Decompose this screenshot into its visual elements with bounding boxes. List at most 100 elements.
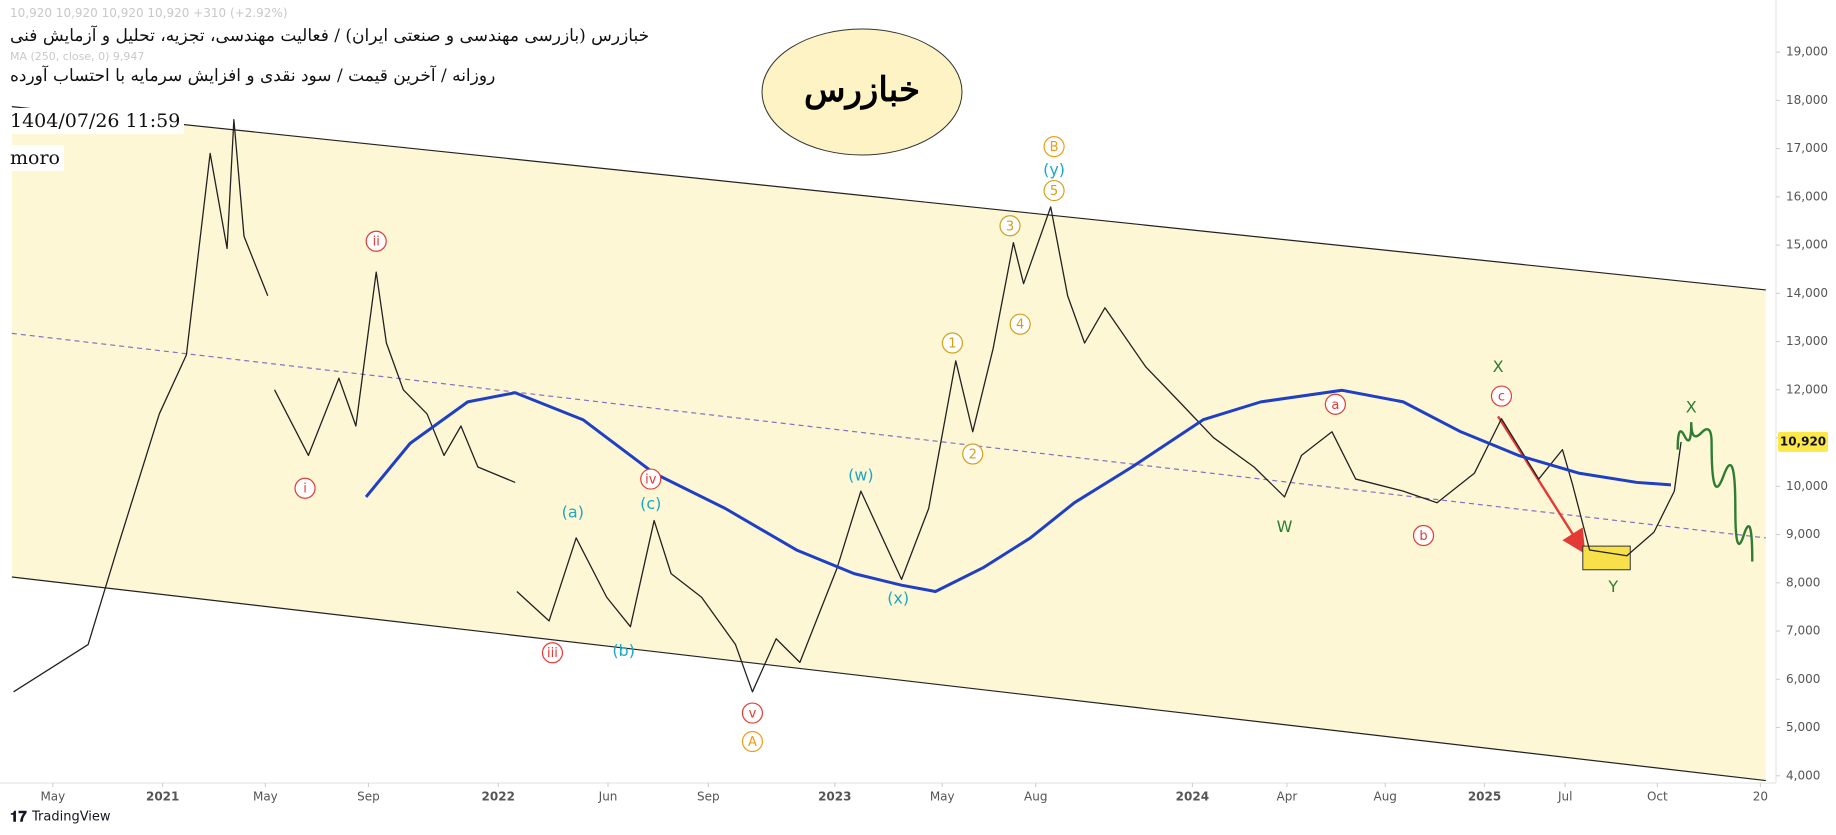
- x-tick-label: Oct: [1647, 790, 1668, 804]
- wave-label-text: (x): [887, 589, 909, 608]
- x-tick-label: May: [930, 790, 955, 804]
- trend-line: [11, 332, 1766, 539]
- forecast-curve: [1676, 422, 1754, 562]
- author: moro: [10, 145, 64, 171]
- wave-label-circle: [999, 215, 1021, 237]
- wave-label-circle: [541, 642, 564, 664]
- wave-label-circle: [1490, 385, 1513, 407]
- indicator-text: MA (250, close, 0) 9,947: [10, 50, 145, 63]
- x-tick-label: Aug: [1373, 790, 1396, 804]
- x-tick-label: 2023: [818, 790, 851, 804]
- wave-label-circle: [741, 702, 764, 724]
- y-tick-label: 10,000: [1786, 479, 1828, 493]
- x-tick-label: May: [253, 790, 278, 804]
- brand-logo: 𝟏𝟕: [10, 808, 27, 826]
- timestamp: 1404/07/26 11:59: [10, 108, 185, 134]
- wave-label: W: [1277, 517, 1293, 536]
- wave-label-circle: [294, 477, 316, 499]
- wave-label: Y: [1607, 577, 1618, 596]
- wave-label: b: [1412, 524, 1435, 547]
- wave-label-text: v: [749, 707, 757, 722]
- x-tick-label: Sep: [697, 790, 720, 804]
- wave-label-text: iv: [645, 473, 657, 488]
- ma-line: [364, 388, 1672, 593]
- wave-label-text: 3: [1006, 219, 1014, 234]
- wave-label-circle: [365, 230, 387, 252]
- wave-label-text: (a): [562, 502, 584, 521]
- last-price-label: 10,920: [1780, 434, 1826, 448]
- wave-label: X: [1686, 398, 1697, 417]
- x-tick-label: Jun: [598, 790, 618, 804]
- channel-fill: [11, 106, 1766, 781]
- wave-label: a: [1324, 393, 1346, 415]
- arrow: [1497, 415, 1586, 555]
- x-tick-label: Sep: [357, 790, 380, 804]
- wave-label-text: 1: [948, 337, 956, 352]
- wave-label-text: X: [1686, 398, 1697, 417]
- symbol-badge: [761, 28, 963, 156]
- wave-label: (a): [562, 502, 584, 521]
- trend-line: [11, 576, 1766, 782]
- wave-label-circle: [1009, 313, 1031, 335]
- wave-label: 2: [962, 443, 984, 465]
- x-tick-label: 2022: [482, 790, 515, 804]
- wave-label-text: 4: [1016, 318, 1024, 333]
- y-tick-label: 4,000: [1786, 768, 1820, 782]
- wave-label-text: 5: [1050, 184, 1058, 199]
- wave-label: (x): [887, 589, 909, 608]
- wave-label-text: ii: [373, 235, 380, 250]
- wave-label-text: W: [1277, 517, 1293, 536]
- ohlc-text: 10,920 10,920 10,920 10,920 +310 (+2.92%…: [10, 6, 288, 20]
- y-tick-label: 8,000: [1786, 575, 1820, 589]
- wave-label: v: [741, 702, 764, 724]
- wave-label-text: i: [303, 482, 307, 497]
- chart-subtitle: روزانه / آخرین قیمت / سود نقدی و افزایش …: [10, 66, 496, 86]
- wave-label-text: (y): [1043, 160, 1065, 179]
- wave-label: 1: [941, 332, 963, 354]
- y-tick-label: 13,000: [1786, 334, 1828, 348]
- wave-label-text: c: [1498, 390, 1505, 405]
- x-tick-label: Apr: [1277, 790, 1298, 804]
- wave-label-text: (w): [848, 466, 874, 485]
- wave-label-circle: [1412, 524, 1435, 547]
- price-line: [13, 118, 269, 693]
- price-line: [273, 271, 516, 484]
- highlight-box: [1582, 545, 1631, 571]
- wave-label: 3: [999, 215, 1021, 237]
- wave-label-circle: [1324, 393, 1346, 415]
- wave-label-text: B: [1050, 140, 1059, 155]
- wave-label-text: (c): [640, 494, 661, 513]
- wave-label-circle: [640, 468, 662, 490]
- wave-label-circle: [962, 443, 984, 465]
- wave-label: iv: [640, 468, 662, 490]
- y-tick-label: 19,000: [1786, 45, 1828, 59]
- wave-label: c: [1490, 385, 1513, 407]
- y-tick-label: 12,000: [1786, 382, 1828, 396]
- wave-label-circle: [1043, 179, 1065, 202]
- wave-label: 4: [1009, 313, 1031, 335]
- y-tick-label: 14,000: [1786, 286, 1828, 300]
- wave-label-text: a: [1331, 398, 1339, 413]
- last-price-box: [1778, 431, 1828, 452]
- wave-label: (b): [612, 641, 635, 660]
- wave-label: 5: [1043, 179, 1065, 202]
- plot-area: iiiiiiivvA(a)(b)(c)(w)(x)12345(y)BWabcXY…: [11, 106, 1766, 782]
- y-tick-label: 15,000: [1786, 238, 1828, 252]
- x-tick-label: Aug: [1024, 790, 1047, 804]
- y-tick-label: 5,000: [1786, 720, 1820, 734]
- wave-label: iii: [541, 642, 564, 664]
- brand-text: TradingView: [31, 810, 111, 825]
- wave-label: A: [741, 730, 764, 753]
- wave-label-text: X: [1493, 357, 1504, 376]
- wave-label: B: [1043, 136, 1065, 158]
- wave-label: (w): [848, 466, 874, 485]
- wave-label-text: 2: [969, 447, 977, 462]
- y-tick-label: 6,000: [1786, 672, 1820, 686]
- x-tick-label: 20: [1753, 790, 1768, 804]
- y-tick-label: 9,000: [1786, 527, 1820, 541]
- wave-label-text: iii: [547, 646, 558, 661]
- x-tick-label: 2024: [1176, 790, 1209, 804]
- wave-label-circle: [1043, 136, 1065, 158]
- y-tick-label: 17,000: [1786, 141, 1828, 155]
